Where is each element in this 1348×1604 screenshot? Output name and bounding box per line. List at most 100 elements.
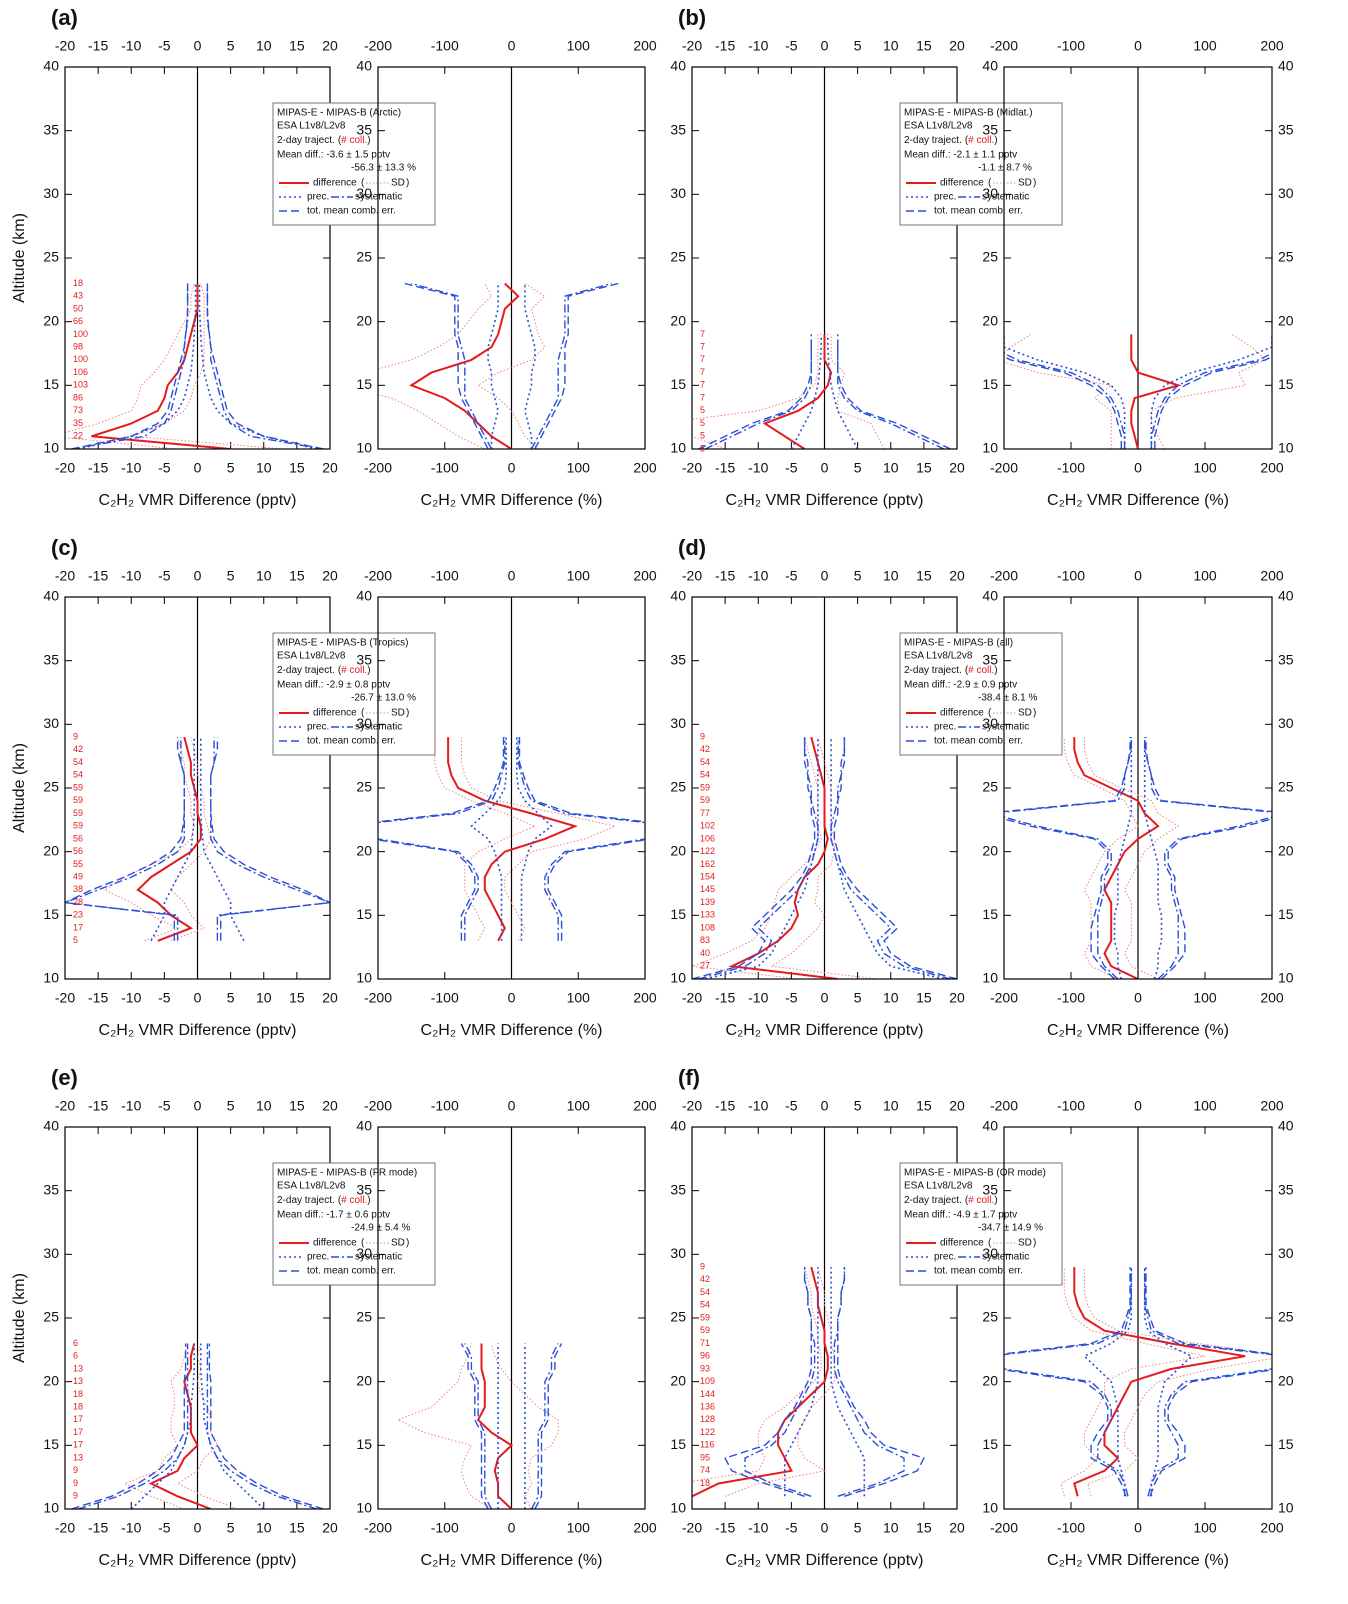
plot: -20-20-15-15-10-10-5-5005510101515202010… [11,535,436,1039]
x-tick-label: -10 [121,990,141,1006]
x-tick-label: -10 [748,1520,768,1536]
legend-text: 2-day traject. (# coll.) [904,665,998,676]
x-tick-label-top: 200 [1260,568,1284,584]
x-tick-label-top: 10 [256,38,272,54]
legend-text: 2-day traject. [277,665,335,676]
collocation-count: 6 [73,1351,78,1361]
error-line [692,334,819,449]
collocation-count: 55 [73,859,83,869]
plot: -20-20-15-15-10-10-5-5005510101515202010… [670,5,1063,509]
legend-text: ( [361,1238,365,1249]
x-tick-label: -10 [121,1520,141,1536]
error-line [378,737,506,941]
x-tick-label: 0 [1134,990,1142,1006]
error-line [1144,1267,1272,1497]
x-tick-label: 20 [322,990,338,1006]
y-tick-label: 40 [356,588,372,604]
legend-entry: prec. [307,192,329,203]
x-tick-label-top: 0 [1134,1098,1142,1114]
collocation-count: 13 [73,1376,83,1386]
y-tick-label: 20 [670,842,686,858]
y-tick-label: 25 [356,779,372,795]
y-tick-label: 20 [43,1372,59,1388]
legend-text: 2-day traject. [904,665,962,676]
y-tick-label-right: 30 [1278,185,1294,201]
error-line [411,282,493,449]
legend-text: ) [994,665,997,676]
collocation-count: 7 [700,392,705,402]
y-tick-label: 20 [982,1372,998,1388]
y-tick-label: 10 [356,970,372,986]
x-tick-label: 100 [567,990,591,1006]
y-tick-label: 20 [356,842,372,858]
legend-text: 2-day traject. (# coll.) [277,665,371,676]
error-line [487,283,499,449]
collocation-count: 49 [73,872,83,882]
y-tick-label: 25 [982,779,998,795]
collocation-count: 5 [700,431,705,441]
error-line [784,1267,819,1497]
x-tick-label-top: 0 [821,568,829,584]
error-line [464,1343,493,1509]
collocation-count: 13 [73,1452,83,1462]
x-tick-label: -5 [785,460,798,476]
legend-text: ( [361,708,365,719]
x-tick-label-top: -100 [431,38,459,54]
y-tick-label: 40 [670,1118,686,1134]
x-axis-label: C₂H₂ VMR Difference (pptv) [726,492,924,509]
x-tick-label-top: -10 [748,568,768,584]
x-tick-label-top: -100 [1057,568,1085,584]
error-line [524,283,536,449]
error-line [78,283,197,449]
y-tick-label: 15 [982,1436,998,1452]
collocation-count: 9 [73,1478,78,1488]
collocation-count: 5 [700,443,705,453]
legend-text: ) [406,1238,409,1249]
error-line [530,282,612,449]
x-tick-label: -20 [55,1520,75,1536]
x-tick-label-top: -200 [364,568,392,584]
x-tick-label-top: -5 [785,568,798,584]
collocation-count: 100 [73,329,88,339]
y-tick-label: 40 [982,588,998,604]
legend-entry: systematic [355,1252,402,1263]
x-tick-label-top: 0 [1134,38,1142,54]
collocation-count: 7 [700,380,705,390]
error-line [1113,737,1133,979]
error-line [1143,737,1163,979]
collocation-count: 18 [73,278,83,288]
x-tick-label-top: 20 [322,38,338,54]
x-tick-label: 15 [916,1520,932,1536]
error-line [534,1343,563,1509]
legend-entry: prec. [934,722,956,733]
x-tick-label-top: -10 [121,568,141,584]
x-tick-label-top: 5 [854,568,862,584]
x-tick-label: 15 [916,990,932,1006]
error-line [491,1343,559,1509]
collocation-count: 6 [73,1338,78,1348]
x-tick-label-top: 0 [508,1098,516,1114]
collocation-count: 95 [700,1452,710,1462]
difference-line [476,1343,514,1509]
collocation-count: 17 [73,1440,83,1450]
x-tick-label-top: 200 [633,38,657,54]
legend-box [272,1162,436,1286]
x-tick-label: 10 [883,460,899,476]
legend-box [899,632,1063,756]
y-tick-label: 15 [670,376,686,392]
error-line [830,1267,866,1497]
x-tick-label: 20 [949,990,965,1006]
error-line [208,1343,324,1509]
legend-entry: tot. mean comb. err. [934,736,1023,747]
collocation-count: 54 [700,770,710,780]
collocation-count: 42 [73,744,83,754]
error-line [131,283,284,449]
y-tick-label: 30 [356,1245,372,1261]
x-tick-label: -100 [1057,460,1085,476]
y-tick-label: 30 [670,1245,686,1261]
y-tick-label: 25 [356,1309,372,1325]
frame [1003,1126,1273,1510]
collocation-count: 122 [700,846,715,856]
y-tick-label: 30 [982,1245,998,1261]
legend-text: 2-day traject. [904,1195,962,1206]
